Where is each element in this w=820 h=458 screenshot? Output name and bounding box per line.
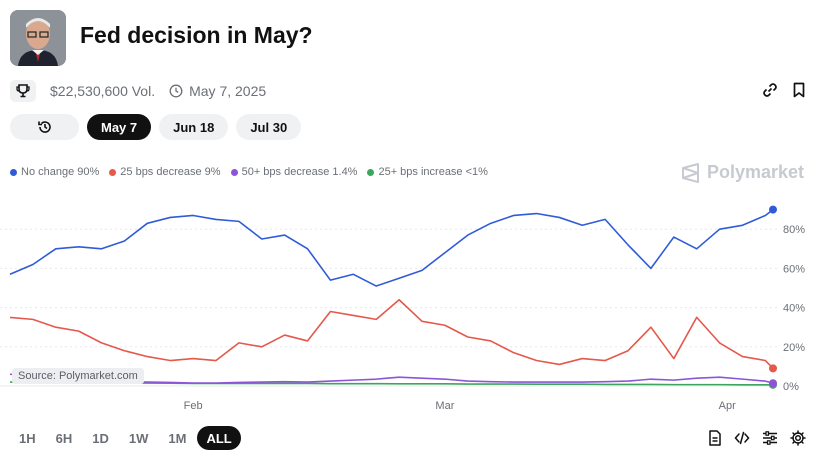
range-1h[interactable]: 1H xyxy=(19,430,36,446)
history-icon xyxy=(37,121,51,133)
range-1m[interactable]: 1M xyxy=(168,430,187,446)
x-tick-label: Feb xyxy=(184,400,203,412)
bookmark-icon[interactable] xyxy=(792,82,806,103)
link-icon[interactable] xyxy=(762,82,778,103)
chart-series xyxy=(9,205,777,389)
range-6h[interactable]: 6H xyxy=(55,430,73,446)
sliders-icon[interactable] xyxy=(762,430,778,451)
tab-jul-30[interactable]: Jul 30 xyxy=(236,114,302,140)
y-tick-label: 40% xyxy=(783,303,805,315)
legend-item: 50+ bps decrease 1.4% xyxy=(230,166,358,178)
chart-grid xyxy=(0,228,777,387)
legend-dot xyxy=(367,168,375,176)
range-all[interactable]: ALL xyxy=(197,426,241,450)
tab-jun-18[interactable]: Jun 18 xyxy=(159,114,229,140)
series-end-point xyxy=(769,364,777,373)
history-button[interactable] xyxy=(10,114,79,140)
x-tick-label: Mar xyxy=(435,400,454,412)
series-end-point xyxy=(769,379,777,388)
legend-item: 25+ bps increase <1% xyxy=(367,166,488,178)
settings-gear-icon[interactable] xyxy=(790,430,806,451)
trophy-icon xyxy=(16,84,30,98)
legend-label: No change 90% xyxy=(21,166,100,178)
document-icon[interactable] xyxy=(708,430,722,451)
x-axis-labels: Feb Mar Apr xyxy=(184,400,736,412)
y-axis-labels: 80% 60% 40% 20% 0% xyxy=(783,224,805,393)
date-tabs: May 7 Jun 18 Jul 30 xyxy=(10,114,302,140)
chart-legend: No change 90% 25 bps decrease 9% 50+ bps… xyxy=(10,166,488,178)
clock-icon xyxy=(169,84,183,98)
polymarket-watermark: Polymarket xyxy=(681,162,804,183)
legend-label: 50+ bps decrease 1.4% xyxy=(241,166,358,178)
avatar-image xyxy=(10,10,66,66)
legend-dot xyxy=(109,168,117,176)
market-meta: $22,530,600 Vol. May 7, 2025 xyxy=(10,80,266,102)
series-end-point xyxy=(769,205,777,214)
range-1w[interactable]: 1W xyxy=(128,430,149,446)
series-line xyxy=(9,208,774,287)
embed-code-icon[interactable] xyxy=(734,430,750,451)
top-actions xyxy=(762,82,806,103)
page-title: Fed decision in May? xyxy=(80,22,313,48)
x-tick-label: Apr xyxy=(719,400,736,412)
legend-dot xyxy=(10,168,17,176)
end-date-text: May 7, 2025 xyxy=(189,83,267,99)
market-avatar xyxy=(10,10,66,66)
polymarket-logo-icon xyxy=(681,162,699,183)
y-tick-label: 20% xyxy=(783,342,805,354)
y-tick-label: 80% xyxy=(783,224,805,236)
y-tick-label: 60% xyxy=(783,263,805,275)
tab-may-7[interactable]: May 7 xyxy=(87,114,152,140)
trophy-button[interactable] xyxy=(10,80,36,102)
legend-dot xyxy=(230,168,238,176)
legend-label: 25 bps decrease 9% xyxy=(120,166,221,178)
range-1d[interactable]: 1D xyxy=(92,430,109,446)
legend-item: 25 bps decrease 9% xyxy=(109,166,221,178)
series-line xyxy=(9,298,774,369)
legend-label: 25+ bps increase <1% xyxy=(378,166,488,178)
legend-item: No change 90% xyxy=(10,166,99,178)
volume-text: $22,530,600 Vol. xyxy=(50,83,156,99)
y-tick-label: 0% xyxy=(783,381,799,393)
time-range-selector: 1H 6H 1D 1W 1M ALL xyxy=(10,426,241,450)
brand-name: Polymarket xyxy=(706,162,804,182)
chart-actions xyxy=(708,430,806,451)
source-label: Source: Polymarket.com xyxy=(12,368,144,384)
